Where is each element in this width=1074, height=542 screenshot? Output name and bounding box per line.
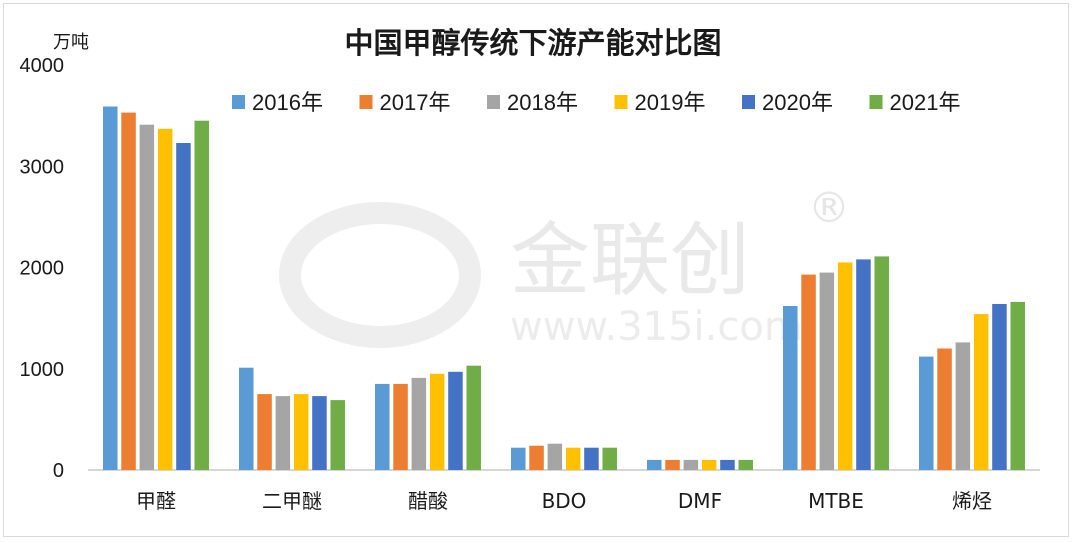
bar-烯烃-2016年 [919,356,934,470]
x-tick-label: 醋酸 [408,489,448,513]
y-axis-unit: 万吨 [53,32,89,53]
bar-醋酸-2016年 [375,383,390,470]
bar-醋酸-2020年 [448,371,463,470]
bar-二甲醚-2016年 [239,367,254,470]
legend-label: 2016年 [252,90,323,115]
legend-label: 2017年 [380,90,451,115]
bar-烯烃-2018年 [955,342,971,470]
bar-二甲醚-2020年 [312,396,327,470]
legend-swatch [869,95,883,109]
watermark-url: www.315i.com [510,304,803,350]
legend: 2016年 2017年 2018年 2019年 2020年 2021年 [232,90,960,115]
bar-DMF-2020年 [720,459,735,470]
bar-MTBE-2019年 [837,262,853,470]
bar-甲醛-2018年 [139,124,155,470]
bar-MTBE-2020年 [856,259,871,470]
x-tick-label: BDO [542,489,587,513]
legend-swatch [742,95,755,109]
x-tick-label: MTBE [808,489,864,513]
bar-BDO-2018年 [547,443,563,470]
y-tick-label: 0 [53,460,64,482]
watermark: 金联创 www.315i.com ® [279,183,850,350]
legend-swatch [487,95,500,109]
bar-DMF-2018年 [683,459,699,470]
bar-MTBE-2017年 [801,274,816,470]
watermark-logo-icon [279,202,481,348]
bar-二甲醚-2018年 [275,396,291,470]
y-tick-label: 1000 [20,359,65,381]
bar-DMF-2016年 [647,459,662,470]
bar-醋酸-2017年 [393,383,408,470]
bar-MTBE-2018年 [819,272,835,470]
y-tick-label: 3000 [20,156,65,178]
bar-DMF-2021年 [738,459,753,470]
bar-BDO-2020年 [584,447,599,470]
bar-甲醛-2019年 [157,128,173,471]
legend-label: 2019年 [635,90,706,115]
x-tick-label: 二甲醚 [262,489,322,513]
bar-二甲醚-2021年 [330,400,345,470]
legend-swatch [614,95,628,109]
x-tick-label: 甲醛 [136,489,176,513]
bar-DMF-2019年 [701,459,717,470]
y-tick-label: 4000 [20,55,65,77]
legend-label: 2018年 [507,90,578,115]
bar-BDO-2019年 [565,447,581,470]
bar-二甲醚-2017年 [257,394,272,470]
bars [103,106,1025,471]
bar-甲醛-2021年 [194,120,209,470]
x-tick-label: DMF [678,489,722,513]
y-tick-label: 2000 [20,258,65,280]
legend-label: 2021年 [890,90,961,115]
bar-二甲醚-2019年 [293,394,309,470]
y-axis-ticks: 0 1000 2000 3000 4000 [20,55,65,482]
bar-甲醛-2020年 [176,143,191,470]
bar-MTBE-2021年 [874,256,889,470]
bar-烯烃-2019年 [973,314,989,470]
bar-BDO-2021年 [602,447,617,470]
bar-BDO-2016年 [511,447,526,470]
legend-label: 2020年 [762,90,833,115]
bar-DMF-2017年 [665,459,680,470]
chart-title: 中国甲醇传统下游产能对比图 [344,26,721,60]
watermark-registered-mark: ® [808,183,850,232]
bar-醋酸-2018年 [411,377,427,470]
x-axis-ticks: 甲醛 二甲醚 醋酸 BDO DMF MTBE 烯烃 [136,489,992,513]
bar-MTBE-2016年 [783,306,798,470]
bar-醋酸-2021年 [466,365,481,470]
bar-BDO-2017年 [529,445,544,470]
bar-醋酸-2019年 [429,373,445,470]
bar-烯烃-2020年 [992,304,1007,470]
bar-烯烃-2021年 [1010,301,1025,470]
bar-甲醛-2016年 [103,106,118,470]
legend-swatch [232,95,245,109]
legend-swatch [359,95,373,109]
bar-甲醛-2017年 [121,112,136,470]
watermark-brand: 金联创 [510,214,750,307]
bar-烯烃-2017年 [937,348,952,470]
x-tick-label: 烯烃 [952,489,992,513]
